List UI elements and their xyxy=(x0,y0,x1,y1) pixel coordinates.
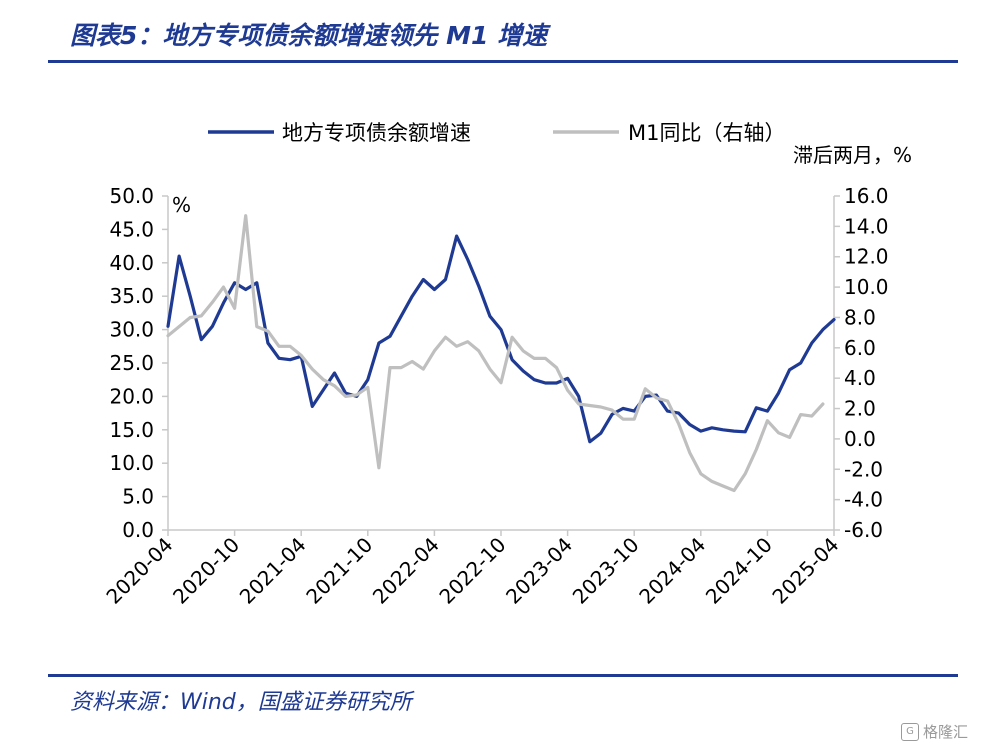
legend-label-m1: M1同比（右轴） xyxy=(628,121,785,145)
left-tick-label: 50.0 xyxy=(109,184,154,208)
x-tick-label: 2020-04 xyxy=(101,533,177,609)
right-tick-label: 12.0 xyxy=(844,245,889,269)
x-tick-label: 2024-04 xyxy=(634,533,710,609)
right-tick-label: 16.0 xyxy=(844,184,889,208)
right-tick-label: 8.0 xyxy=(844,305,876,329)
x-tick-label: 2023-04 xyxy=(501,533,577,609)
x-tick-label: 2024-10 xyxy=(701,533,777,609)
x-tick-label: 2021-04 xyxy=(235,533,311,609)
left-tick-label: 0.0 xyxy=(122,518,154,542)
line-chart: 地方专项债余额增速 M1同比（右轴） 50.0 45.0 40.0 35.0 30.0 25… xyxy=(101,121,912,609)
right-tick-label: 4.0 xyxy=(844,366,876,390)
right-tick-label: 2.0 xyxy=(844,397,876,421)
left-tick-label: 5.0 xyxy=(122,485,154,509)
right-tick-label: -2.0 xyxy=(844,457,883,481)
left-tick-label: 30.0 xyxy=(109,318,154,342)
source-note: 资料来源：Wind，国盛证券研究所 xyxy=(70,690,412,715)
series-line-special-bond xyxy=(166,234,836,444)
source-rule xyxy=(48,674,958,677)
right-tick-label: -4.0 xyxy=(844,488,883,512)
chart-axes: 50.0 45.0 40.0 35.0 30.0 25.0 20.0 15.0 10.0 5.0 0… xyxy=(101,143,912,609)
left-tick-label: 35.0 xyxy=(109,284,154,308)
left-tick-label: 15.0 xyxy=(109,418,154,442)
right-tick-label: 10.0 xyxy=(844,275,889,299)
x-tick-label: 2020-10 xyxy=(168,533,244,609)
watermark-logo-icon: G xyxy=(900,722,919,741)
right-tick-label: 0.0 xyxy=(844,427,876,451)
chart-series xyxy=(166,214,836,493)
legend-label-special-bond: 地方专项债余额增速 xyxy=(282,121,471,145)
left-tick-label: 10.0 xyxy=(109,451,154,475)
watermark-text: 格隆汇 xyxy=(922,723,968,741)
right-axis-unit: 滞后两月，% xyxy=(793,143,912,167)
series-line-m1 xyxy=(166,214,825,493)
x-tick-label: 2022-04 xyxy=(368,533,444,609)
x-tick-label: 2022-10 xyxy=(434,533,510,609)
right-tick-label: 14.0 xyxy=(844,214,889,238)
watermark: G 格隆汇 xyxy=(900,721,968,742)
x-tick-label: 2025-04 xyxy=(767,533,843,609)
left-axis-unit: % xyxy=(172,193,191,217)
chart-legend: 地方专项债余额增速 M1同比（右轴） xyxy=(208,121,785,145)
title-rule xyxy=(48,60,958,63)
left-tick-label: 20.0 xyxy=(109,384,154,408)
figure-title: 图表5：地方专项债余额增速领先 M1 增速 xyxy=(70,21,548,50)
left-tick-label: 25.0 xyxy=(109,351,154,375)
right-tick-label: 6.0 xyxy=(844,336,876,360)
left-tick-label: 45.0 xyxy=(109,217,154,241)
left-tick-label: 40.0 xyxy=(109,251,154,275)
right-tick-label: -6.0 xyxy=(844,518,883,542)
x-tick-label: 2023-10 xyxy=(568,533,644,609)
x-tick-label: 2021-10 xyxy=(301,533,377,609)
